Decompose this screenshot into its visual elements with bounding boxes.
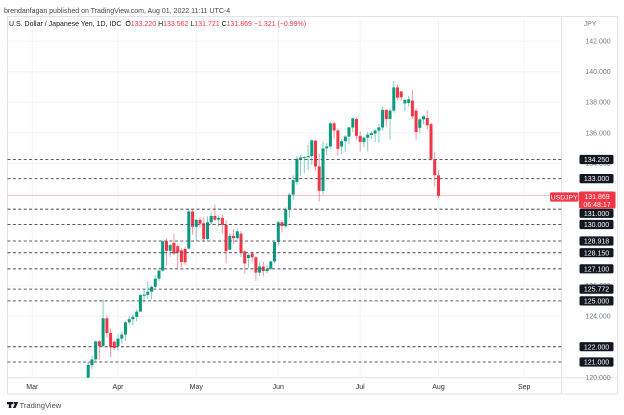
svg-text:May: May [190, 384, 204, 391]
svg-text:133.000: 133.000 [584, 176, 609, 183]
svg-text:124.000: 124.000 [585, 314, 610, 321]
svg-text:06:48:17: 06:48:17 [583, 202, 610, 209]
svg-text:Mar: Mar [26, 384, 39, 391]
svg-text:Aug: Aug [432, 384, 445, 391]
svg-text:136.000: 136.000 [585, 130, 610, 137]
svg-text:127.100: 127.100 [584, 266, 609, 273]
svg-text:120.000: 120.000 [585, 375, 610, 382]
svg-text:131.000: 131.000 [584, 211, 609, 218]
svg-text:122.000: 122.000 [584, 344, 609, 351]
svg-text:Sep: Sep [518, 384, 531, 391]
svg-text:125.772: 125.772 [584, 287, 609, 294]
svg-text:130.000: 130.000 [584, 222, 609, 229]
svg-text:125.000: 125.000 [584, 299, 609, 306]
svg-text:142.000: 142.000 [585, 39, 610, 46]
svg-text:128.918: 128.918 [584, 239, 609, 246]
svg-text:140.000: 140.000 [585, 69, 610, 76]
svg-text:121.000: 121.000 [584, 360, 609, 367]
svg-text:Jul: Jul [356, 384, 365, 391]
svg-text:134.000: 134.000 [585, 161, 610, 168]
svg-text:134.250: 134.250 [584, 157, 609, 164]
svg-text:Jun: Jun [273, 384, 284, 391]
svg-text:131.869: 131.869 [584, 194, 609, 201]
svg-text:Apr: Apr [113, 384, 125, 391]
svg-text:138.000: 138.000 [585, 100, 610, 107]
svg-text:USDJPY: USDJPY [551, 195, 578, 202]
svg-text:TradingView: TradingView [20, 401, 62, 410]
svg-text:128.150: 128.150 [584, 250, 609, 257]
svg-text:JPY: JPY [584, 21, 597, 28]
